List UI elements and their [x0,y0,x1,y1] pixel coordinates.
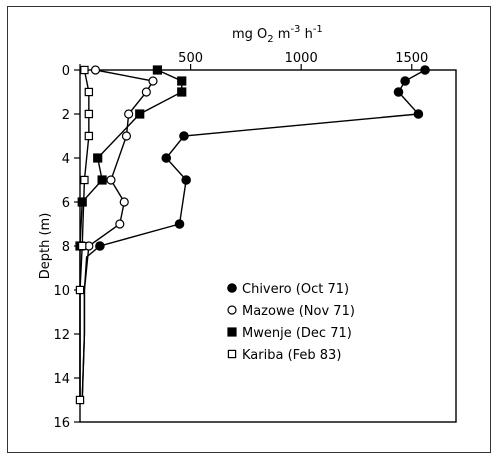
point-mazowe-nov-71 [119,197,129,207]
legend: Chivero (Oct 71) Mazowe (Nov 71) Mwenje (D… [227,282,355,363]
plot-area [79,69,457,423]
x-axis-title: mg O2 m-3 h-1 [232,24,323,45]
legend-label-kariba-feb-83: Kariba (Feb 83) [242,348,341,363]
point-chivero-oct-71 [393,87,404,97]
x-tick-label: 500 [178,51,203,66]
point-mwenje-dec-71 [152,65,163,75]
legend-marker-mazowe-nov-71 [227,305,237,315]
point-chivero-oct-71 [161,153,172,163]
point-kariba-feb-83 [80,175,89,185]
point-chivero-oct-71 [400,76,410,86]
y-tick-label: 10 [53,284,70,299]
point-mwenje-dec-71 [177,87,187,97]
legend-marker-mwenje-dec-71 [227,327,237,337]
point-mazowe-nov-71 [121,131,132,141]
point-mazowe-nov-71 [148,76,158,86]
series-line-mazowe-nov-71 [81,69,155,401]
y-tick-label: 14 [53,372,70,387]
point-mwenje-dec-71 [177,76,187,86]
point-mwenje-dec-71 [77,197,87,207]
axis-ticks: 500 1000 1500 0 2 4 6 8 10 12 14 16 [53,51,428,431]
point-kariba-feb-83 [75,285,85,295]
point-chivero-oct-71 [174,219,185,229]
y-tick-label: 12 [53,328,70,343]
point-kariba-feb-83 [84,131,94,141]
point-mazowe-nov-71 [90,65,101,75]
x-tick-label: 1500 [395,51,428,66]
point-chivero-oct-71 [179,131,189,141]
point-mazowe-nov-71 [124,109,134,119]
point-mazowe-nov-71 [106,175,116,185]
y-axis-title: Depth (m) [38,213,53,280]
point-mwenje-dec-71 [97,175,107,185]
point-kariba-feb-83 [75,395,85,405]
point-chivero-oct-71 [420,65,430,75]
point-chivero-oct-71 [413,109,424,119]
point-kariba-feb-83 [80,65,89,75]
x-tick-label: 1000 [285,51,318,66]
legend-label-mwenje-dec-71: Mwenje (Dec 71) [242,326,352,341]
point-mazowe-nov-71 [115,219,125,229]
point-chivero-oct-71 [181,175,191,185]
legend-label-chivero-oct-71: Chivero (Oct 71) [242,282,349,297]
series-markers [75,65,430,405]
legend-marker-kariba-feb-83 [227,349,237,359]
y-tick-label: 2 [62,108,70,123]
point-kariba-feb-83 [84,87,94,97]
point-kariba-feb-83 [84,109,94,119]
point-mwenje-dec-71 [135,109,145,119]
point-kariba-feb-83 [78,241,87,251]
series-line-mwenje-dec-71 [79,69,183,400]
point-mazowe-nov-71 [141,87,151,97]
y-tick-label: 4 [62,152,70,167]
y-tick-label: 8 [62,240,70,255]
legend-marker-chivero-oct-71 [227,283,237,293]
point-mwenje-dec-71 [93,153,103,163]
point-chivero-oct-71 [95,241,105,251]
figure-frame [7,6,491,453]
legend-label-mazowe-nov-71: Mazowe (Nov 71) [242,304,355,319]
y-tick-label: 0 [62,64,70,79]
y-tick-label: 16 [53,416,70,431]
y-tick-label: 6 [62,196,70,211]
